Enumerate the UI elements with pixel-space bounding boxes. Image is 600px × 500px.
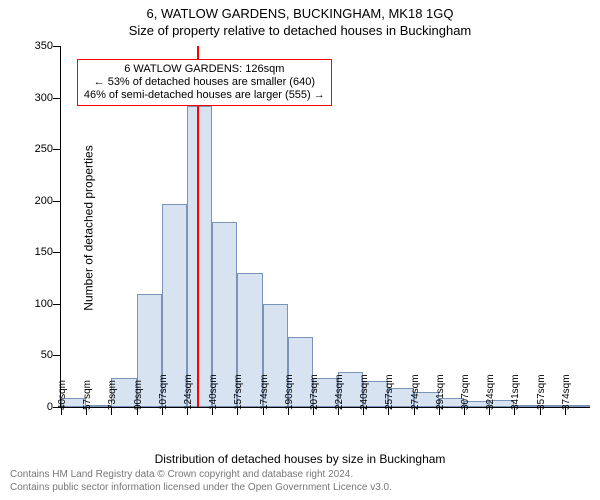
y-tick-label: 100 [23, 298, 53, 310]
annotation-line: ← 53% of detached houses are smaller (64… [84, 76, 325, 89]
x-tick-label: 90sqm [133, 380, 144, 410]
x-tick-label: 190sqm [284, 374, 295, 410]
x-tick-label: 57sqm [82, 380, 93, 410]
y-tick-label: 200 [23, 195, 53, 207]
footer-line-2: Contains public sector information licen… [10, 481, 392, 494]
x-tick-label: 140sqm [208, 374, 219, 410]
annotation-box: 6 WATLOW GARDENS: 126sqm← 53% of detache… [77, 59, 332, 107]
title-subtitle: Size of property relative to detached ho… [0, 21, 600, 38]
y-tick [53, 149, 61, 150]
x-tick-label: 257sqm [384, 374, 395, 410]
x-tick-label: 73sqm [107, 380, 118, 410]
x-tick-label: 207sqm [309, 374, 320, 410]
y-tick-label: 350 [23, 40, 53, 52]
y-tick-label: 0 [23, 401, 53, 413]
y-tick [53, 304, 61, 305]
plot-area: 05010015020025030035040sqm57sqm73sqm90sq… [60, 46, 590, 408]
x-axis-label: Distribution of detached houses by size … [0, 452, 600, 466]
y-tick-label: 150 [23, 246, 53, 258]
y-tick [53, 98, 61, 99]
x-tick-label: 124sqm [183, 374, 194, 410]
y-tick-label: 50 [23, 349, 53, 361]
footer-line-1: Contains HM Land Registry data © Crown c… [10, 468, 392, 481]
chart-container: Number of detached properties 0501001502… [0, 38, 600, 418]
x-tick-label: 107sqm [158, 374, 169, 410]
y-tick [53, 252, 61, 253]
bar [187, 106, 212, 407]
y-tick [53, 355, 61, 356]
y-tick [53, 201, 61, 202]
x-tick-label: 157sqm [233, 374, 244, 410]
footer-attribution: Contains HM Land Registry data © Crown c… [10, 468, 392, 494]
x-tick-label: 374sqm [561, 374, 572, 410]
x-tick-label: 291sqm [435, 374, 446, 410]
annotation-line: 6 WATLOW GARDENS: 126sqm [84, 63, 325, 76]
y-tick [53, 46, 61, 47]
y-tick-label: 300 [23, 92, 53, 104]
title-address: 6, WATLOW GARDENS, BUCKINGHAM, MK18 1GQ [0, 0, 600, 21]
x-tick-label: 274sqm [410, 374, 421, 410]
x-tick-label: 341sqm [510, 374, 521, 410]
x-tick-label: 174sqm [259, 374, 270, 410]
x-tick-label: 224sqm [334, 374, 345, 410]
annotation-line: 46% of semi-detached houses are larger (… [84, 89, 325, 102]
x-tick-label: 324sqm [485, 374, 496, 410]
x-tick-label: 357sqm [536, 374, 547, 410]
x-tick-label: 40sqm [57, 380, 68, 410]
x-tick-label: 307sqm [460, 374, 471, 410]
x-tick-label: 240sqm [359, 374, 370, 410]
y-tick-label: 250 [23, 143, 53, 155]
